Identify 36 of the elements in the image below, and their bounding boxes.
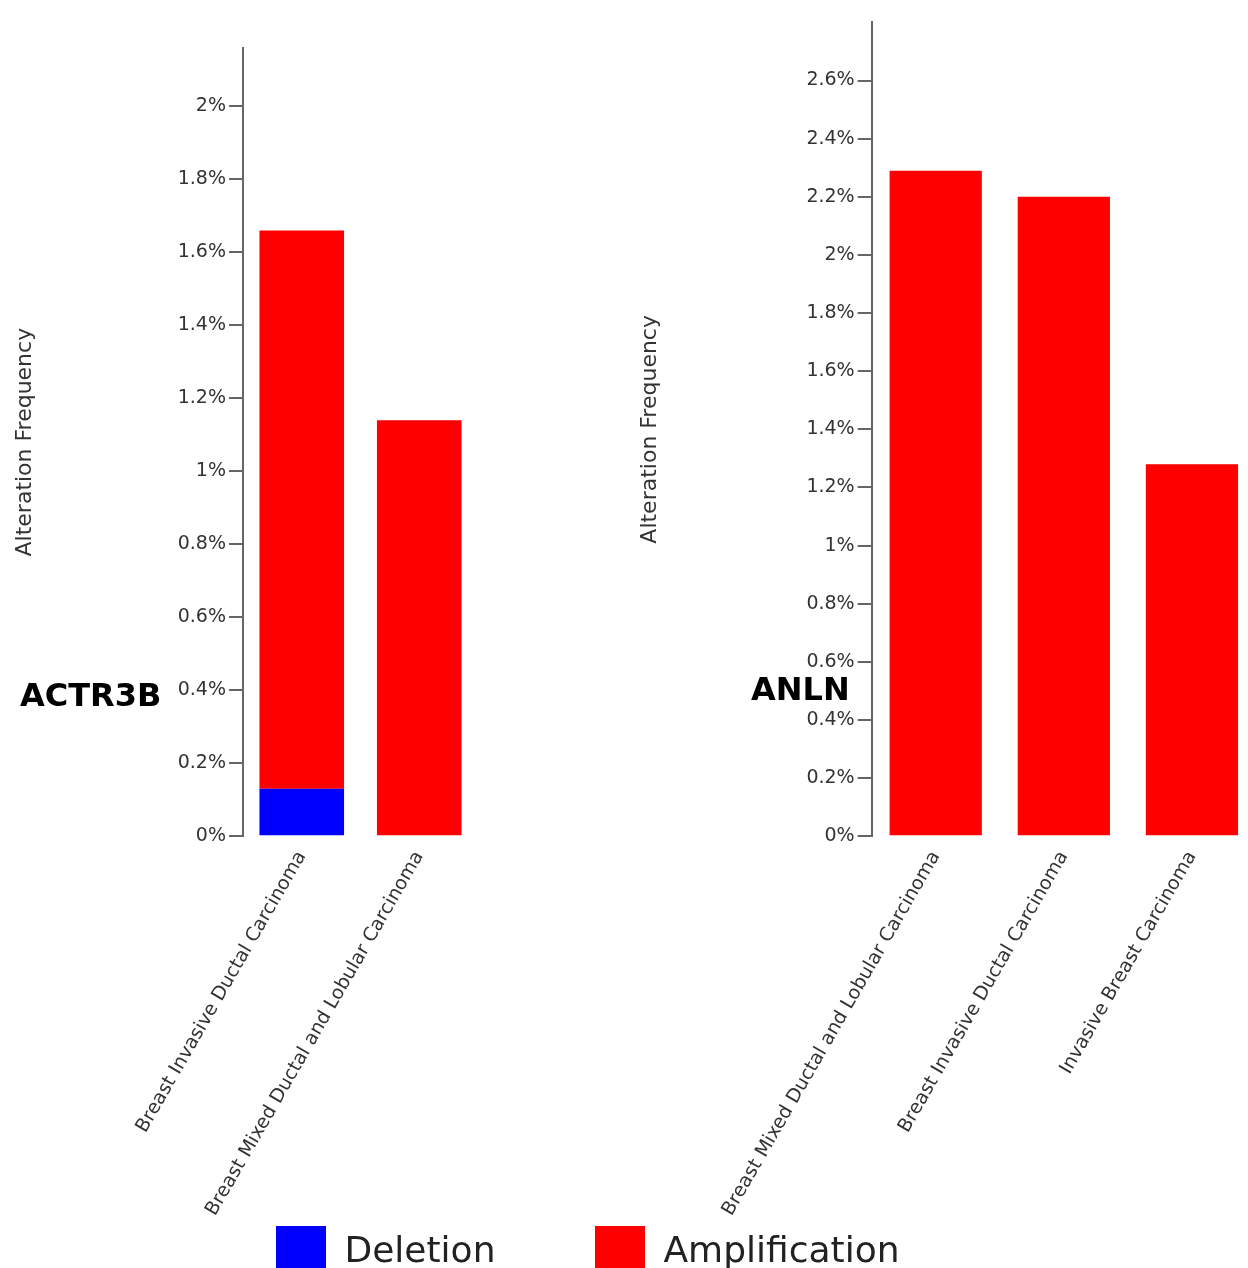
y-tick-label: 0.8% — [806, 590, 855, 613]
y-tick-label: 0.6% — [177, 604, 226, 627]
y-tick-label: 1.2% — [806, 474, 855, 497]
y-tick-label: 1% — [824, 532, 855, 555]
y-axis-title: Alteration Frequency — [635, 315, 661, 544]
y-tick-label: 1.4% — [806, 416, 855, 439]
bar — [259, 230, 345, 789]
text: ANLN — [751, 670, 850, 708]
y-tick-label: 2.6% — [806, 67, 855, 90]
y-tick-label: 0% — [195, 823, 226, 846]
y-tick-label: 2% — [824, 241, 855, 264]
y-tick-label: 0.2% — [177, 750, 226, 773]
y-tick-label: 2.4% — [806, 125, 855, 148]
text: ACTR3B — [20, 676, 162, 714]
y-axis-title: Alteration Frequency — [10, 327, 36, 557]
y-tick-label: 1.6% — [806, 358, 855, 381]
y-tick-label: 0% — [824, 823, 855, 846]
y-tick-label: 0.4% — [177, 677, 226, 700]
bar — [259, 788, 345, 836]
bar — [889, 170, 982, 836]
y-tick-label: 1% — [195, 458, 226, 481]
y-tick-label: 0.4% — [806, 706, 855, 729]
bar — [1017, 196, 1110, 836]
legend-label: Deletion — [344, 1228, 496, 1268]
y-tick-label: 2% — [195, 93, 226, 116]
y-tick-label: 2.2% — [806, 183, 855, 206]
y-tick-label: 1.8% — [806, 300, 855, 323]
y-tick-label: 0.6% — [806, 648, 855, 671]
y-tick-label: 1.4% — [177, 312, 226, 335]
y-tick-label: 1.2% — [177, 385, 226, 408]
bar — [376, 420, 462, 836]
y-tick-label: 0.8% — [177, 531, 226, 554]
y-tick-label: 1.6% — [177, 239, 226, 262]
bar — [1145, 464, 1239, 836]
y-tick-label: 0.2% — [806, 765, 855, 788]
y-tick-label: 1.8% — [177, 166, 226, 189]
